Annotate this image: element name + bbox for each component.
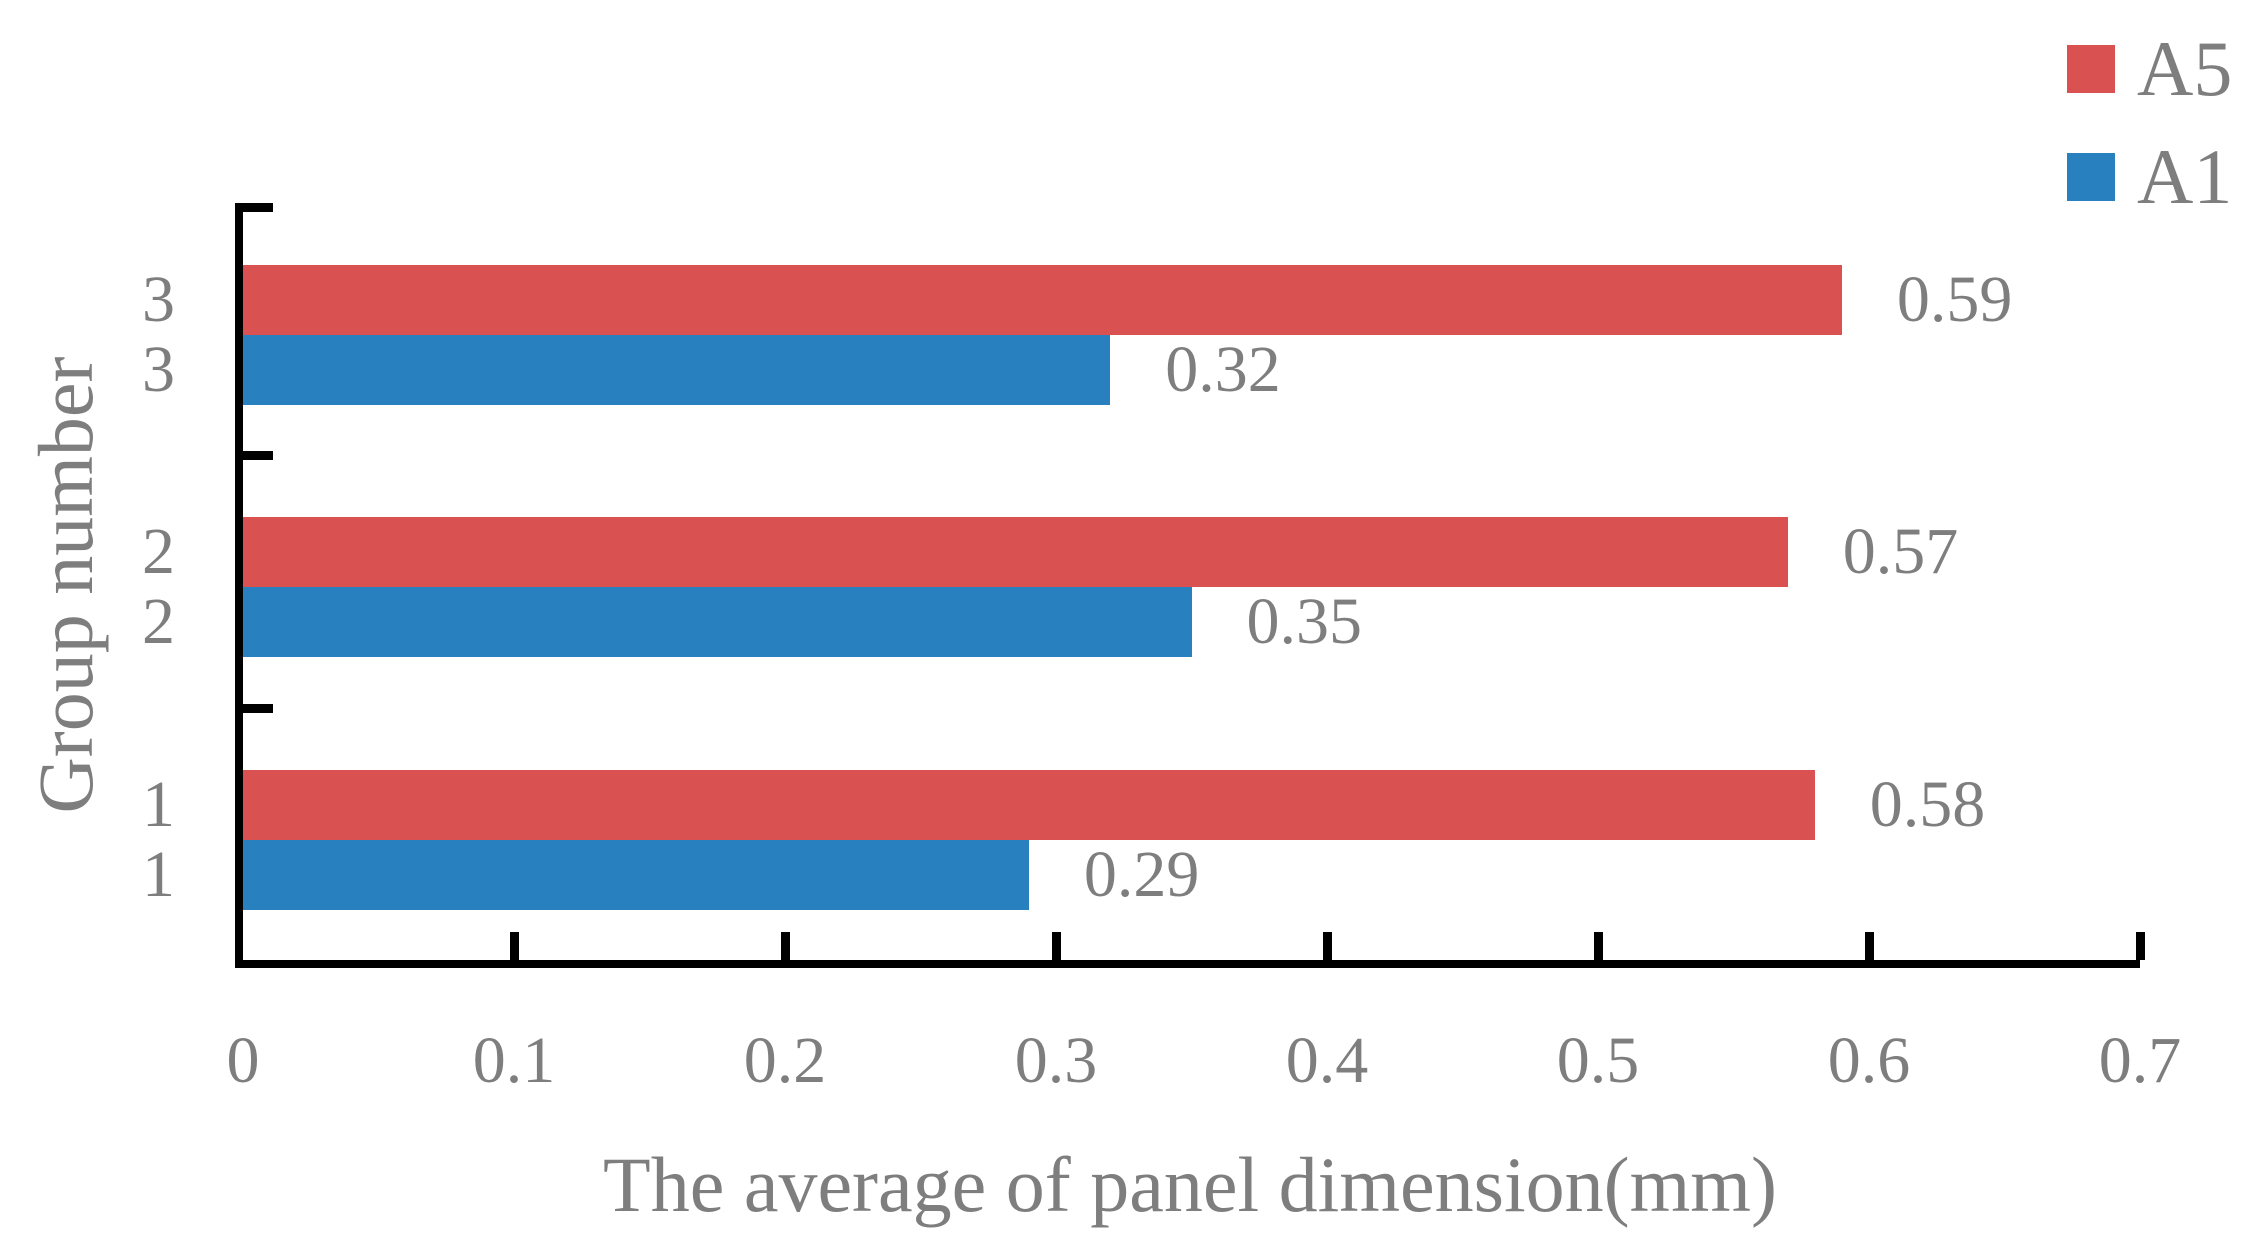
y-category-label-a1-group-1: 1 bbox=[142, 837, 175, 911]
bar-a1-group-2 bbox=[243, 587, 1192, 658]
x-axis-tick bbox=[2135, 932, 2145, 960]
legend-label-a5: A5 bbox=[2137, 25, 2233, 112]
x-tick-label-0.3: 0.3 bbox=[1014, 1024, 1098, 1097]
chart-legend: A5 A1 bbox=[2067, 30, 2232, 216]
y-category-label-a1-group-2: 2 bbox=[142, 585, 175, 659]
bar-a5-group-1 bbox=[243, 769, 1815, 840]
legend-swatch-a5-icon bbox=[2067, 45, 2115, 93]
x-axis-tick bbox=[509, 932, 519, 960]
y-category-label-a5-group-1: 1 bbox=[142, 767, 175, 841]
value-label-a1-group-3: 0.32 bbox=[1165, 333, 1281, 406]
value-label-a5-group-2: 0.57 bbox=[1842, 515, 1959, 589]
legend-item-a1: A1 bbox=[2067, 138, 2232, 216]
bar-a1-group-1 bbox=[243, 839, 1029, 910]
x-tick-label-0.5: 0.5 bbox=[1556, 1024, 1640, 1097]
x-tick-label-0.2: 0.2 bbox=[743, 1024, 827, 1097]
x-axis-tick bbox=[1593, 932, 1603, 960]
x-tick-label-0: 0 bbox=[226, 1024, 260, 1097]
y-axis-tick bbox=[243, 451, 273, 461]
legend-swatch-a1-icon bbox=[2067, 153, 2115, 201]
x-axis-tick bbox=[1051, 932, 1061, 960]
plot-area: 0.59 3 0.32 3 0.57 2 0.35 2 0.58 1 0.29 1 0 0.1 0.2 0.3… bbox=[142, 203, 2181, 1097]
bar-a1-group-3 bbox=[243, 335, 1111, 405]
x-axis-tick bbox=[1864, 932, 1874, 960]
value-label-a5-group-1: 0.58 bbox=[1869, 767, 1986, 841]
legend-item-a5: A5 bbox=[2067, 30, 2232, 108]
y-axis-tick bbox=[243, 203, 273, 212]
x-tick-label-0.4: 0.4 bbox=[1285, 1024, 1369, 1097]
x-tick-label-0.6: 0.6 bbox=[1827, 1024, 1911, 1097]
y-category-label-a5-group-3: 3 bbox=[142, 263, 175, 336]
value-label-a1-group-1: 0.29 bbox=[1083, 837, 1200, 911]
bar-a5-group-2 bbox=[243, 517, 1788, 588]
bar-a5-group-3 bbox=[243, 265, 1842, 335]
x-axis-tick bbox=[780, 932, 790, 960]
y-category-label-a5-group-2: 2 bbox=[142, 515, 175, 589]
legend-label-a1: A1 bbox=[2137, 133, 2233, 220]
x-tick-label-0.1: 0.1 bbox=[472, 1024, 556, 1097]
x-axis-tick bbox=[1322, 932, 1332, 960]
value-label-a1-group-2: 0.35 bbox=[1246, 585, 1363, 659]
y-category-label-a1-group-3: 3 bbox=[142, 333, 175, 406]
value-label-a5-group-3: 0.59 bbox=[1896, 263, 2013, 336]
y-axis-tick bbox=[243, 703, 273, 713]
x-tick-label-0.7: 0.7 bbox=[2098, 1024, 2182, 1097]
x-axis-title: The average of panel dimension(mm) bbox=[603, 1141, 1777, 1228]
